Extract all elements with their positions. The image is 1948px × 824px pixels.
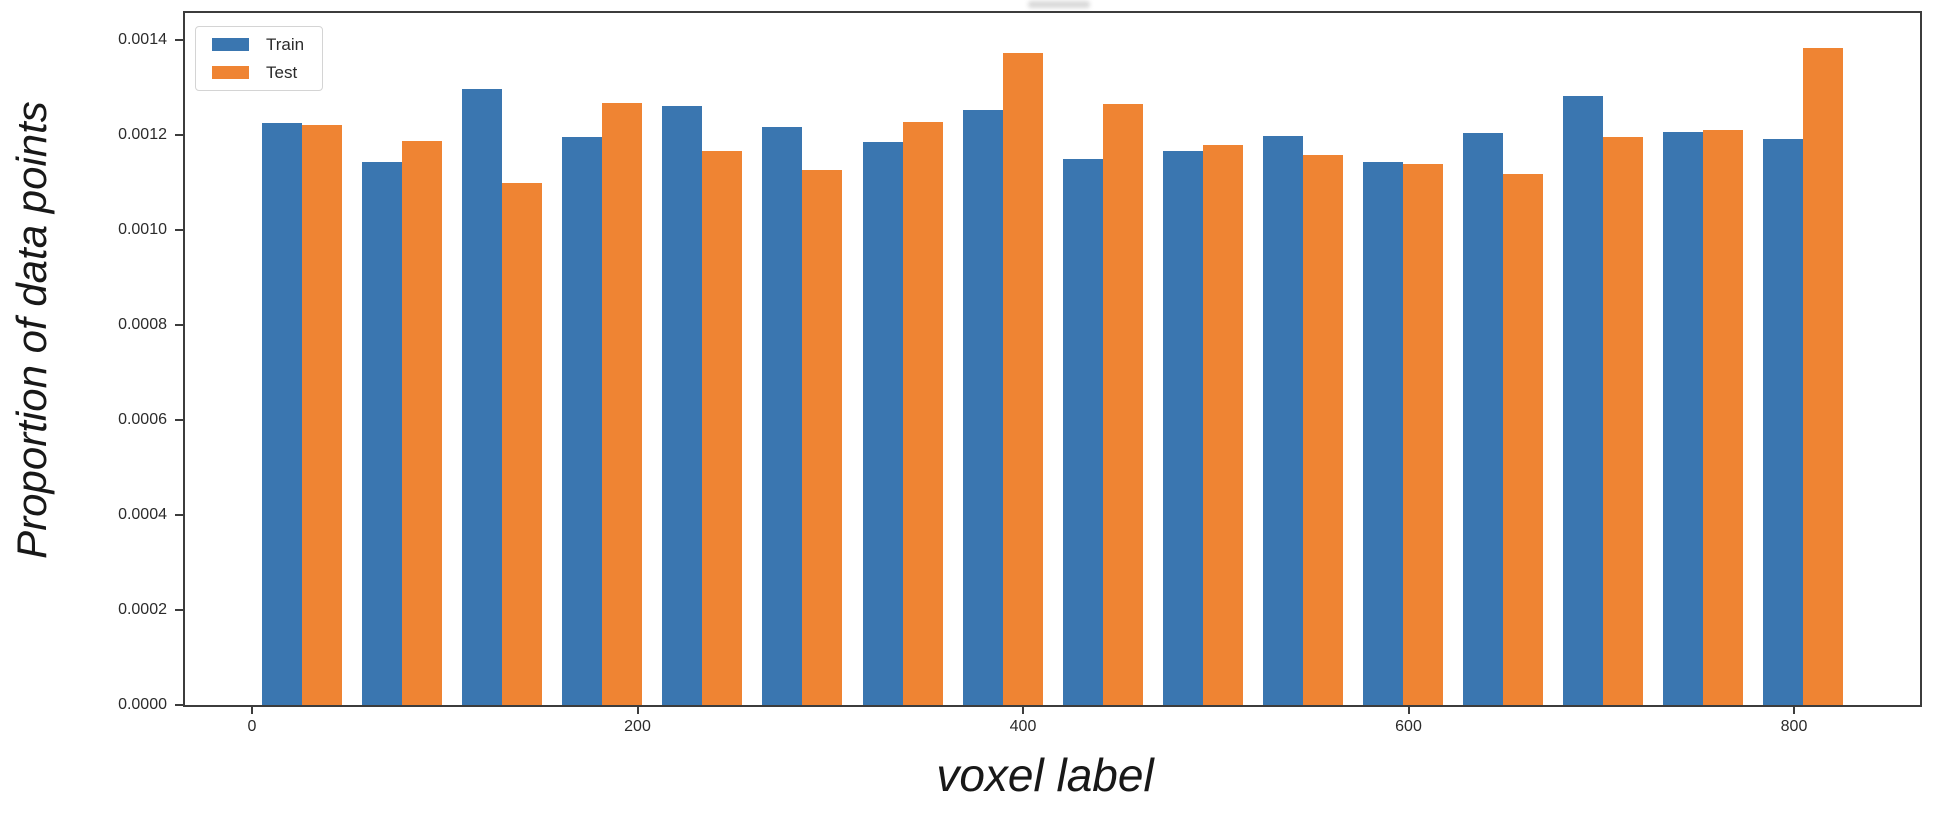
y-tick-label: 0.0002 — [118, 601, 167, 618]
test-bar-15 — [1703, 130, 1744, 705]
x-tick-mark — [251, 707, 253, 714]
y-tick-mark — [175, 229, 183, 232]
train-bar-3 — [462, 89, 503, 705]
test-bar-5 — [702, 150, 743, 705]
y-tick-label: 0.0006 — [118, 411, 167, 429]
train-bar-4 — [562, 136, 603, 705]
x-tick-mark — [636, 707, 639, 714]
y-tick-label: 0.0008 — [118, 316, 167, 334]
x-tick-mark — [1407, 707, 1410, 714]
test-bar-1 — [301, 125, 342, 705]
legend-label-test: Test — [266, 63, 298, 82]
test-bar-3 — [502, 182, 543, 705]
train-bar-16 — [1763, 138, 1804, 705]
x-tick-label: 800 — [1780, 718, 1808, 735]
x-axis-label: voxel label — [936, 749, 1154, 801]
train-color-swatch — [212, 38, 249, 51]
x-tick-label: 600 — [1395, 718, 1422, 735]
y-tick-mark — [175, 419, 183, 422]
train-bar-10 — [1162, 151, 1203, 705]
y-tick-label: 0.0014 — [118, 31, 167, 49]
train-bar-11 — [1262, 136, 1303, 705]
test-bar-9 — [1102, 104, 1143, 705]
y-tick-mark — [175, 39, 183, 42]
y-tick-label: 0.0000 — [118, 696, 167, 713]
x-tick-label: 0 — [247, 718, 257, 735]
legend-item-train: Train — [212, 36, 304, 53]
test-bar-7 — [902, 122, 943, 705]
train-bar-1 — [261, 122, 302, 705]
test-bar-13 — [1502, 173, 1543, 705]
test-bar-11 — [1302, 155, 1343, 705]
test-bar-12 — [1402, 164, 1443, 705]
train-bar-6 — [762, 127, 803, 705]
legend-item-test: Test — [212, 64, 304, 81]
train-bar-14 — [1562, 95, 1603, 705]
cropped-text-artifact — [1028, 1, 1090, 8]
test-bar-6 — [802, 170, 843, 705]
train-bar-15 — [1663, 131, 1704, 705]
y-tick-mark — [175, 134, 183, 137]
test-color-swatch — [212, 66, 249, 79]
bars-layer — [185, 13, 1920, 705]
x-tick-mark — [1793, 707, 1795, 714]
x-tick-label: 200 — [624, 718, 651, 735]
x-tick-label: 400 — [1009, 718, 1037, 735]
test-bar-14 — [1602, 136, 1643, 705]
train-bar-2 — [362, 161, 403, 705]
legend-label-train: Train — [266, 35, 305, 54]
train-bar-7 — [862, 142, 903, 705]
y-axis-label: Proportion of data points — [8, 101, 55, 559]
y-tick-mark — [175, 514, 183, 517]
train-bar-9 — [1062, 159, 1103, 705]
y-tick-label: 0.0012 — [118, 126, 167, 144]
y-tick-label: 0.0004 — [118, 506, 167, 524]
train-bar-8 — [962, 109, 1003, 705]
test-bar-8 — [1002, 52, 1043, 705]
y-tick-mark — [175, 324, 183, 327]
train-bar-12 — [1362, 162, 1403, 705]
y-tick-label: 0.0010 — [118, 221, 167, 239]
y-tick-mark — [175, 609, 183, 611]
test-bar-4 — [602, 103, 643, 705]
x-tick-mark — [1022, 707, 1024, 714]
plot-area: Train Test — [183, 11, 1922, 707]
test-bar-2 — [402, 140, 443, 705]
test-bar-16 — [1803, 48, 1844, 705]
train-bar-13 — [1462, 133, 1503, 705]
y-tick-mark — [175, 704, 183, 706]
test-bar-10 — [1202, 145, 1243, 705]
train-bar-5 — [662, 106, 703, 705]
legend: Train Test — [195, 26, 324, 91]
